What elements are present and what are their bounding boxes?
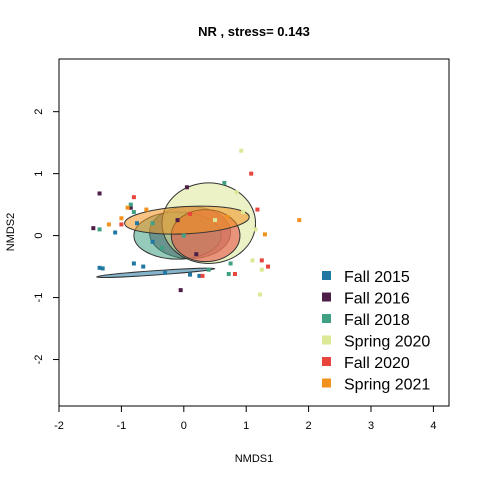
data-point-fall-2020: [259, 258, 264, 263]
y-tick-label: 1: [33, 171, 45, 177]
data-point-fall-2020: [255, 207, 260, 212]
data-point-fall-2018: [206, 267, 211, 272]
data-point-spring-2020: [239, 148, 244, 153]
data-point-fall-2020: [119, 222, 124, 227]
data-point-fall-2015: [141, 264, 146, 269]
x-tick-label: 2: [306, 420, 312, 432]
x-tick-label: 0: [181, 420, 187, 432]
data-point-spring-2021: [262, 232, 267, 237]
data-point-spring-2021: [106, 222, 111, 227]
data-point-fall-2015: [131, 261, 136, 266]
data-point-fall-2016: [97, 191, 102, 196]
chart-title: NR , stress= 0.143: [198, 24, 310, 39]
data-point-spring-2020: [253, 227, 258, 232]
data-point-fall-2018: [226, 272, 231, 277]
ellipse-layer: [96, 182, 257, 278]
data-point-spring-2021: [144, 207, 149, 212]
legend-label-fall-2018: Fall 2018: [344, 312, 410, 329]
data-point-fall-2015: [188, 272, 193, 277]
data-point-spring-2021: [297, 218, 302, 223]
x-axis-title: NMDS1: [235, 453, 274, 465]
data-point-spring-2021: [125, 205, 130, 210]
data-point-fall-2016: [128, 205, 133, 210]
data-point-fall-2018: [150, 221, 155, 226]
x-tick-label: 1: [243, 420, 249, 432]
data-point-spring-2020: [234, 190, 239, 195]
data-point-fall-2018: [128, 202, 133, 207]
legend-swatch-spring-2021: [322, 378, 331, 388]
data-point-spring-2020: [250, 258, 255, 263]
y-axis: -2 -1 0 1 2: [33, 109, 59, 365]
data-point-fall-2015: [113, 230, 118, 235]
data-point-fall-2020: [266, 264, 271, 269]
data-point-fall-2015: [197, 273, 202, 278]
data-point-fall-2015: [100, 266, 105, 271]
data-point-fall-2020: [249, 171, 254, 176]
data-point-fall-2015: [97, 265, 102, 270]
x-tick-label: 3: [368, 420, 374, 432]
y-tick-label: 0: [33, 233, 45, 239]
legend-label-fall-2015: Fall 2015: [344, 269, 410, 286]
data-point-fall-2015: [150, 239, 155, 244]
data-point-spring-2021: [119, 216, 124, 221]
data-point-spring-2021: [225, 215, 230, 220]
y-tick-label: -1: [33, 293, 45, 303]
data-point-fall-2016: [91, 226, 96, 231]
data-point-fall-2015: [135, 221, 139, 226]
data-point-fall-2018: [131, 210, 136, 215]
data-point-fall-2018: [228, 261, 233, 266]
data-point-fall-2015: [163, 270, 168, 275]
x-axis: -2 -1 0 1 2 3 4: [54, 406, 436, 432]
legend: Fall 2015 Fall 2016 Fall 2018 Spring 2020 Fa…: [322, 269, 430, 394]
data-point-fall-2016: [184, 185, 189, 190]
legend-swatch-spring-2020: [322, 335, 331, 345]
data-point-fall-2018: [181, 233, 186, 238]
data-point-spring-2020: [241, 210, 246, 215]
point-layer: [91, 148, 302, 297]
legend-label-spring-2020: Spring 2020: [344, 334, 430, 351]
y-tick-label: 2: [33, 109, 45, 115]
legend-swatch-fall-2020: [322, 357, 331, 366]
legend-swatch-fall-2018: [322, 314, 331, 323]
legend-label-spring-2021: Spring 2021: [344, 377, 430, 394]
ellipse-spring-2021: [124, 205, 250, 235]
data-point-fall-2020: [188, 211, 193, 216]
data-point-spring-2020: [213, 218, 217, 223]
y-tick-label: -2: [33, 355, 45, 365]
x-tick-label: -1: [117, 420, 127, 432]
data-point-fall-2020: [200, 273, 205, 278]
legend-swatch-fall-2016: [322, 292, 331, 302]
x-tick-label: 4: [430, 420, 436, 432]
data-point-fall-2020: [131, 195, 136, 200]
data-point-spring-2020: [259, 267, 264, 272]
plot-frame: [58, 58, 450, 407]
data-point-fall-2018: [97, 227, 102, 232]
legend-label-fall-2020: Fall 2020: [344, 355, 410, 372]
data-point-fall-2016: [194, 252, 199, 257]
data-point-spring-2020: [257, 292, 262, 297]
legend-swatch-fall-2015: [322, 271, 331, 280]
data-point-fall-2016: [178, 288, 183, 293]
y-axis-title: NMDS2: [5, 213, 17, 252]
ellipse-fall-2015: [96, 267, 216, 278]
data-point-fall-2018: [159, 245, 164, 250]
data-point-fall-2020: [232, 272, 237, 277]
data-point-fall-2018: [222, 180, 227, 185]
legend-label-fall-2016: Fall 2016: [344, 291, 410, 308]
x-tick-label: -2: [54, 420, 64, 432]
data-point-fall-2016: [175, 218, 180, 223]
